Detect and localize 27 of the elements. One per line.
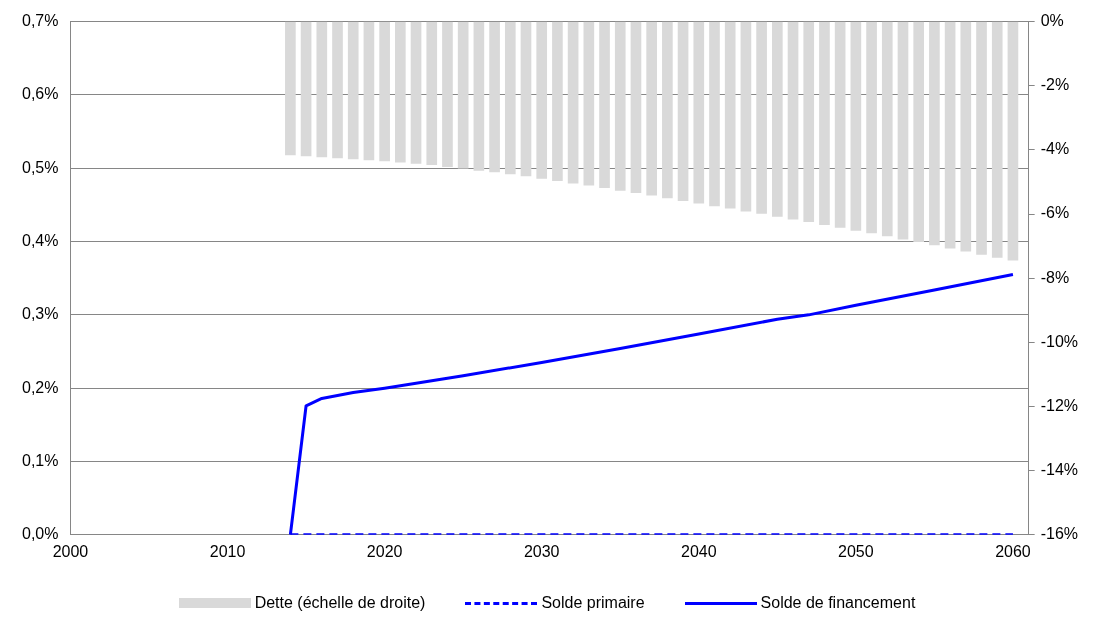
y-tick-label: 0,7% [22, 12, 59, 30]
legend-label: Solde de financement [760, 594, 916, 612]
y2-tick-label: -16% [1040, 525, 1079, 543]
y2-tick-label: -12% [1040, 396, 1079, 414]
x-tick-label: 2050 [838, 542, 874, 560]
x-tick-label: 2000 [52, 542, 89, 560]
y-tick-label: 0,4% [22, 231, 59, 249]
y2-tick-label: -8% [1040, 268, 1070, 286]
x-tick-label: 2060 [995, 542, 1031, 560]
y-tick-label: 0,6% [22, 85, 59, 103]
y2-tick-label: -14% [1040, 461, 1079, 479]
x-tick-label: 2020 [366, 542, 403, 560]
y-tick-label: 0,5% [22, 158, 59, 176]
y-tick-label: 0,1% [22, 451, 59, 469]
y-tick-label: 0,2% [22, 378, 59, 396]
y2-tick-label: -4% [1040, 140, 1070, 158]
x-tick-label: 2040 [680, 542, 717, 560]
x-tick-label: 2010 [209, 542, 246, 560]
legend-label: Solde primaire [541, 594, 645, 612]
y2-tick-label: -2% [1040, 76, 1070, 94]
y2-tick-label: -10% [1040, 332, 1079, 350]
y2-tick-label: -6% [1040, 204, 1070, 222]
y-tick-label: 0,0% [22, 525, 59, 543]
y2-tick-label: 0% [1040, 12, 1064, 30]
x-tick-label: 2030 [523, 542, 560, 560]
y-tick-label: 0,3% [22, 305, 59, 323]
legend-label: Dette (échelle de droite) [254, 594, 426, 612]
